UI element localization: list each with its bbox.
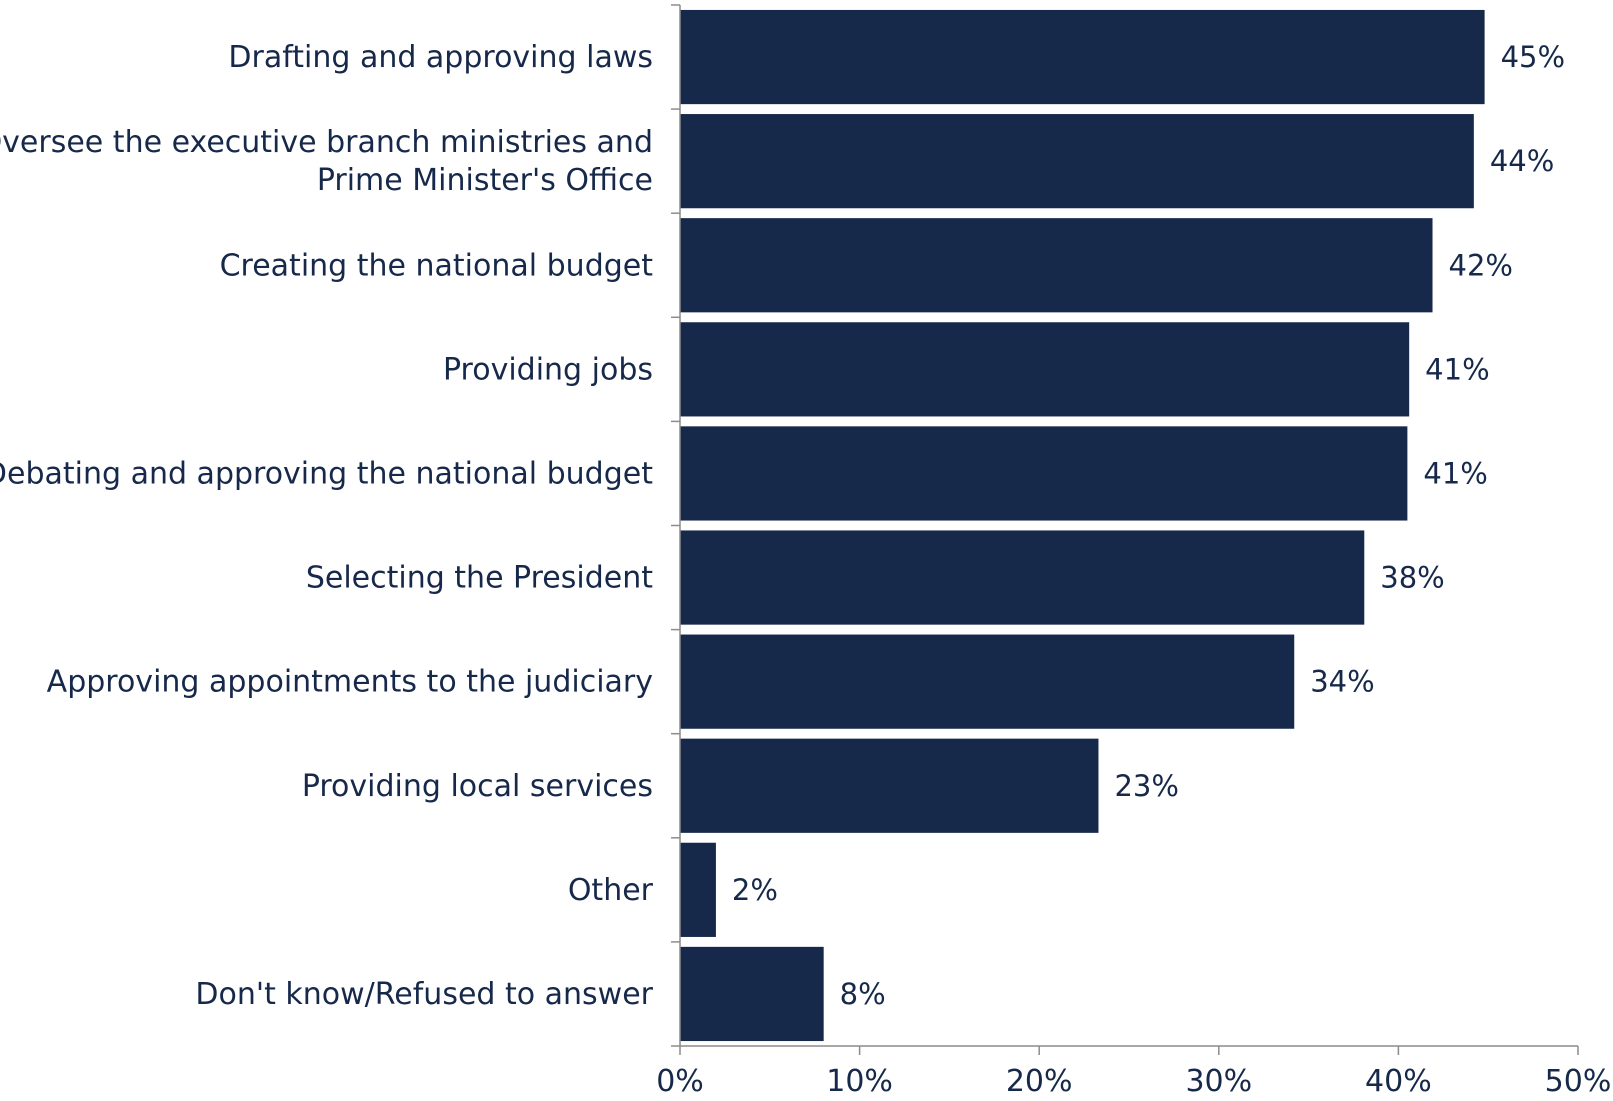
data-label: 8%	[840, 977, 886, 1011]
bar	[680, 842, 716, 937]
category-label: Oversee the executive branch ministries …	[0, 125, 653, 160]
data-label: 38%	[1380, 561, 1444, 595]
bar	[680, 9, 1485, 105]
bar	[680, 322, 1410, 417]
labels-layer: 45% Drafting and approving laws 44% Oversee…	[0, 40, 1612, 1099]
bar	[680, 114, 1474, 209]
category-label: Approving appointments to the judiciary	[47, 665, 653, 700]
x-tick-label: 30%	[1185, 1064, 1252, 1097]
data-label: 45%	[1501, 40, 1565, 74]
category-label: Providing jobs	[443, 352, 653, 387]
bar	[680, 738, 1099, 833]
bar	[680, 946, 824, 1042]
bars-layer	[680, 9, 1485, 1042]
bar	[680, 530, 1365, 625]
x-tick-label: 20%	[1006, 1064, 1073, 1097]
bar	[680, 218, 1433, 313]
data-label: 34%	[1310, 665, 1374, 699]
category-label: Providing local services	[302, 769, 653, 804]
category-label: Drafting and approving laws	[228, 40, 653, 75]
bar	[680, 426, 1408, 521]
data-label: 44%	[1490, 144, 1554, 178]
x-tick-label: 0%	[656, 1064, 704, 1097]
category-label: Selecting the President	[306, 561, 653, 596]
data-label: 41%	[1423, 456, 1487, 490]
axis-layer	[671, 4, 1579, 1055]
data-label: 2%	[732, 873, 778, 907]
category-label: Prime Minister's Office	[317, 163, 653, 198]
x-tick-label: 10%	[826, 1064, 893, 1097]
category-label: Debating and approving the national budg…	[0, 456, 653, 491]
data-label: 23%	[1114, 769, 1178, 803]
data-label: 42%	[1449, 248, 1513, 282]
x-tick-label: 40%	[1365, 1064, 1432, 1097]
category-label: Creating the national budget	[220, 248, 654, 283]
bar	[680, 634, 1295, 729]
category-label: Don't know/Refused to answer	[195, 977, 653, 1012]
data-label: 41%	[1425, 352, 1489, 386]
category-label: Other	[568, 873, 654, 908]
x-tick-label: 50%	[1545, 1064, 1612, 1097]
